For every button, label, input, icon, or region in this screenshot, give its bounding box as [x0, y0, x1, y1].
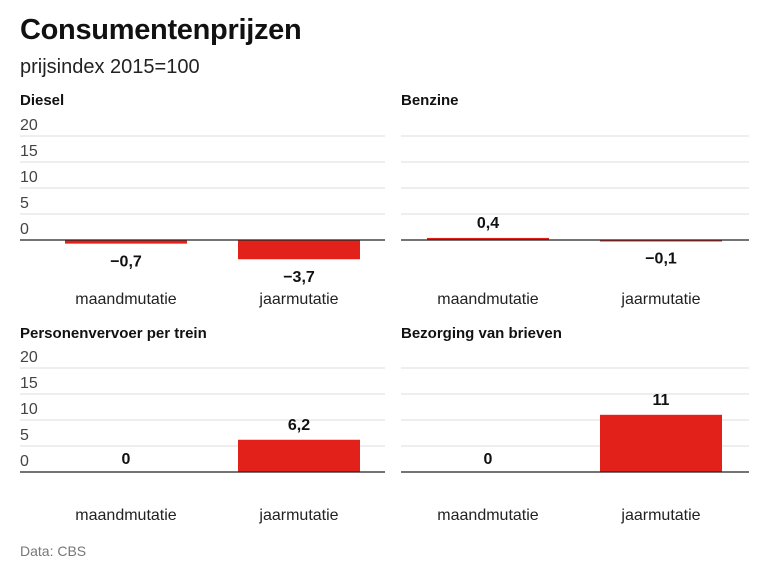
panel-title-benzine: Benzine [401, 92, 459, 109]
category-label: maandmutatie [75, 291, 176, 308]
y-tick-label: 20 [20, 117, 38, 134]
data-label: 0 [484, 451, 493, 468]
data-label: −0,1 [645, 251, 677, 268]
y-tick-label: 15 [20, 143, 38, 160]
panel-title-brieven: Bezorging van brieven [401, 325, 562, 342]
panel-title-diesel: Diesel [20, 92, 65, 109]
panel-title-trein: Personenvervoer per trein [20, 325, 207, 342]
bar [65, 240, 187, 244]
y-tick-label: 0 [20, 221, 29, 238]
y-tick-label: 5 [20, 195, 29, 212]
bar [238, 439, 360, 472]
y-tick-label: 5 [20, 427, 29, 444]
data-label: −0,7 [110, 254, 142, 271]
chart-subtitle: prijsindex 2015=100 [20, 56, 200, 78]
bar [600, 240, 722, 242]
y-tick-label: 15 [20, 375, 38, 392]
data-label: −3,7 [283, 269, 315, 286]
y-tick-label: 10 [20, 401, 38, 418]
y-tick-label: 0 [20, 453, 29, 470]
category-label: maandmutatie [437, 507, 538, 524]
data-label: 0 [122, 451, 131, 468]
category-label: maandmutatie [437, 291, 538, 308]
bar [238, 240, 360, 260]
y-tick-label: 20 [20, 349, 38, 366]
category-label: jaarmutatie [258, 507, 338, 524]
data-label: 0,4 [477, 215, 499, 232]
category-label: jaarmutatie [620, 507, 700, 524]
category-label: maandmutatie [75, 507, 176, 524]
bar [427, 237, 549, 240]
y-tick-label: 10 [20, 169, 38, 186]
data-source: Data: CBS [20, 543, 87, 559]
chart-title: Consumentenprijzen [20, 14, 302, 46]
bar [600, 414, 722, 472]
data-label: 11 [653, 392, 670, 409]
category-label: jaarmutatie [620, 291, 700, 308]
data-label: 6,2 [288, 417, 310, 434]
category-label: jaarmutatie [258, 291, 338, 308]
